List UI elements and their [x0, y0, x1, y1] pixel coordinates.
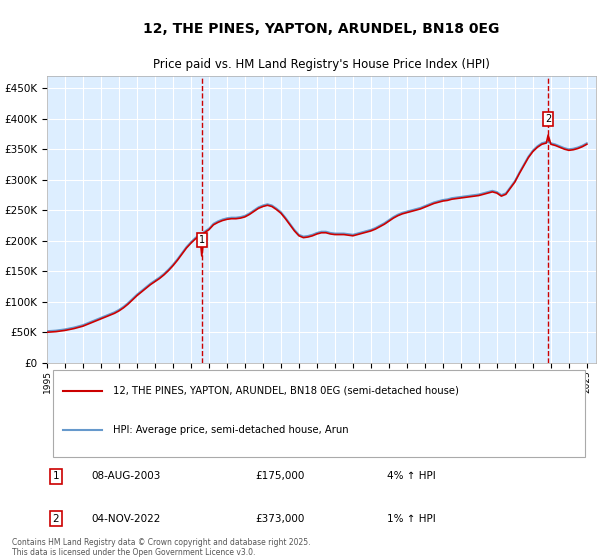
Text: 2: 2 [53, 514, 59, 524]
Text: 08-AUG-2003: 08-AUG-2003 [91, 472, 160, 482]
FancyBboxPatch shape [53, 370, 585, 457]
Text: 4% ↑ HPI: 4% ↑ HPI [387, 472, 436, 482]
Text: 1: 1 [53, 472, 59, 482]
Text: £175,000: £175,000 [256, 472, 305, 482]
Text: Contains HM Land Registry data © Crown copyright and database right 2025.
This d: Contains HM Land Registry data © Crown c… [12, 538, 311, 557]
Text: 1% ↑ HPI: 1% ↑ HPI [387, 514, 436, 524]
Text: 04-NOV-2022: 04-NOV-2022 [91, 514, 160, 524]
Text: 2: 2 [545, 114, 551, 124]
Text: 12, THE PINES, YAPTON, ARUNDEL, BN18 0EG (semi-detached house): 12, THE PINES, YAPTON, ARUNDEL, BN18 0EG… [113, 385, 459, 395]
Text: 1: 1 [199, 235, 205, 245]
Text: Price paid vs. HM Land Registry's House Price Index (HPI): Price paid vs. HM Land Registry's House … [153, 58, 490, 71]
Text: £373,000: £373,000 [256, 514, 305, 524]
Text: HPI: Average price, semi-detached house, Arun: HPI: Average price, semi-detached house,… [113, 425, 349, 435]
Text: 12, THE PINES, YAPTON, ARUNDEL, BN18 0EG: 12, THE PINES, YAPTON, ARUNDEL, BN18 0EG [143, 22, 500, 36]
